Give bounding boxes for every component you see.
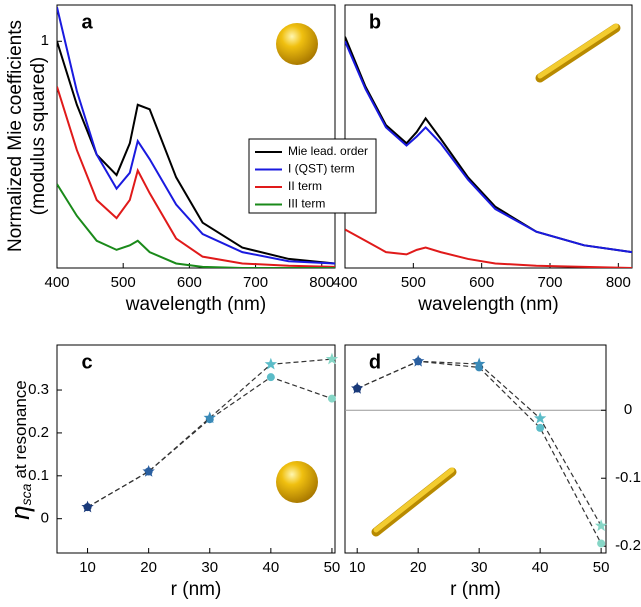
x-tick-label: 400 bbox=[332, 274, 357, 291]
star-marker bbox=[325, 352, 339, 365]
axes-box bbox=[56, 4, 336, 269]
x-tick-label: 10 bbox=[349, 559, 366, 576]
sphere-icon bbox=[276, 23, 318, 65]
circle-marker bbox=[536, 423, 545, 432]
series-line bbox=[356, 360, 602, 527]
y-axis-label: ηsca at resonance bbox=[5, 380, 35, 520]
legend-label: I (QST) term bbox=[288, 162, 355, 176]
x-tick-label: 400 bbox=[44, 274, 69, 291]
x-tick-label: 30 bbox=[201, 559, 218, 576]
legend-label: II term bbox=[288, 179, 322, 193]
x-tick-label: 500 bbox=[111, 274, 136, 291]
series-line bbox=[345, 36, 632, 254]
axes-box bbox=[344, 344, 607, 554]
eta-symbol: η bbox=[5, 505, 35, 519]
circle-marker bbox=[266, 373, 275, 382]
star-marker bbox=[412, 354, 425, 367]
y-tick-label: -0.2 bbox=[615, 537, 641, 554]
axes-box bbox=[344, 4, 633, 269]
y-tick-label: 0.2 bbox=[28, 424, 49, 441]
star-marker bbox=[264, 357, 278, 370]
x-tick-label: 40 bbox=[532, 559, 549, 576]
y-tick-label: 0.3 bbox=[28, 381, 49, 398]
x-tick-label: 50 bbox=[324, 559, 341, 576]
y-label-text: at resonance bbox=[11, 380, 30, 478]
y-tick-label: 0.1 bbox=[28, 467, 49, 484]
star-marker bbox=[351, 382, 364, 394]
rod-icon bbox=[373, 467, 455, 533]
star-marker bbox=[142, 465, 155, 477]
panel-label: c bbox=[81, 351, 92, 373]
legend-label: III term bbox=[288, 197, 325, 211]
legend-label: Mie lead. order bbox=[288, 144, 368, 158]
x-axis-label: wavelength (nm) bbox=[417, 294, 558, 315]
x-tick-label: 700 bbox=[537, 274, 562, 291]
series-line bbox=[57, 7, 335, 265]
y-tick-label: 0 bbox=[41, 510, 49, 527]
series-line bbox=[345, 40, 632, 254]
x-tick-label: 700 bbox=[243, 274, 268, 291]
y-tick-label: 1 bbox=[41, 32, 49, 49]
x-axis-label: wavelength (nm) bbox=[125, 294, 266, 315]
star-marker bbox=[533, 411, 547, 424]
series-line bbox=[57, 183, 335, 268]
circle-marker bbox=[327, 394, 336, 403]
x-tick-label: 600 bbox=[177, 274, 202, 291]
panel-label: d bbox=[369, 351, 381, 373]
x-axis-label: r (nm) bbox=[450, 579, 501, 600]
x-tick-label: 40 bbox=[263, 559, 280, 576]
x-tick-label: 600 bbox=[469, 274, 494, 291]
x-tick-label: 10 bbox=[79, 559, 96, 576]
y-tick-label: -0.1 bbox=[615, 469, 641, 486]
x-tick-label: 800 bbox=[309, 274, 334, 291]
panel-label: b bbox=[369, 11, 381, 33]
star-marker bbox=[203, 411, 216, 424]
star-marker bbox=[81, 500, 94, 513]
x-tick-label: 20 bbox=[140, 559, 157, 576]
star-marker bbox=[472, 357, 486, 370]
x-axis-label: r (nm) bbox=[171, 579, 222, 600]
x-tick-label: 50 bbox=[593, 559, 610, 576]
sphere-icon bbox=[276, 461, 318, 503]
star-marker bbox=[594, 519, 608, 532]
y-tick-label: 0 bbox=[624, 401, 632, 418]
x-tick-label: 20 bbox=[410, 559, 427, 576]
panel-label: a bbox=[81, 11, 93, 33]
axes-box bbox=[56, 344, 336, 554]
legend: Mie lead. order I (QST) term II term III te… bbox=[248, 138, 377, 214]
eta-subscript: sca bbox=[18, 483, 34, 505]
rod-icon bbox=[537, 23, 619, 79]
circle-marker bbox=[597, 539, 606, 548]
y-axis-label: Normalized Mie coefficients bbox=[5, 20, 26, 252]
x-tick-label: 30 bbox=[471, 559, 488, 576]
x-tick-label: 500 bbox=[401, 274, 426, 291]
series-line bbox=[345, 228, 632, 268]
series-line bbox=[57, 86, 335, 268]
y-axis-label: (modulus squared) bbox=[28, 57, 49, 215]
x-tick-label: 800 bbox=[606, 274, 631, 291]
